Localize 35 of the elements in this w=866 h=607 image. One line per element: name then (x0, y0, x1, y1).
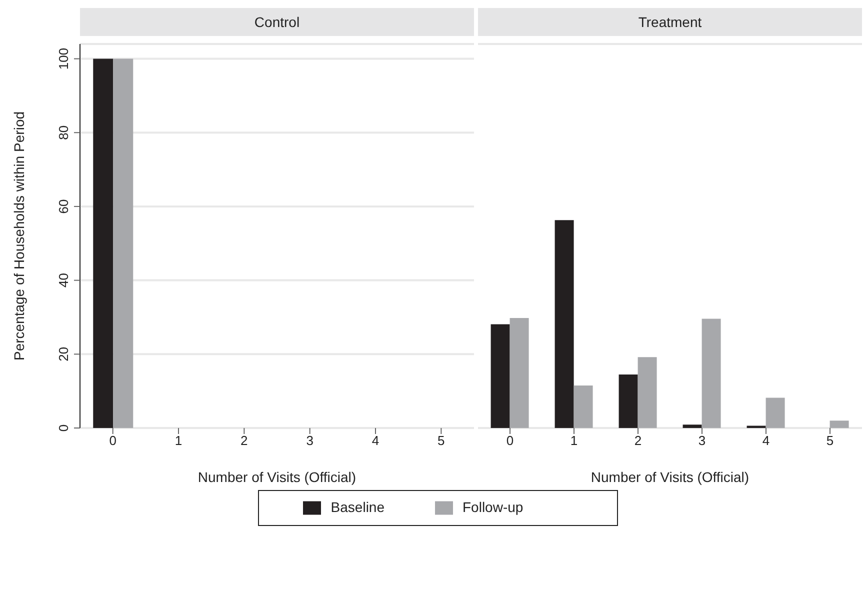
y-tick-label: 60 (56, 199, 71, 214)
y-tick-label: 40 (56, 273, 71, 288)
bar (554, 220, 574, 428)
x-tick-label: 1 (570, 433, 578, 448)
bar (638, 357, 657, 428)
x-tick-label: 0 (109, 433, 116, 448)
x-axis-title: Number of Visits (Official) (590, 469, 750, 485)
y-tick-label: 80 (56, 125, 71, 140)
y-axis-title: Percentage of Households within Period (11, 111, 27, 361)
chart-title: Treatment (638, 14, 702, 30)
bar (510, 318, 529, 428)
bar (574, 386, 593, 428)
y-tick-label: 100 (56, 48, 71, 70)
x-tick-label: 5 (826, 433, 834, 448)
x-tick-label: 4 (762, 433, 770, 448)
legend-label: Follow-up (462, 499, 524, 515)
x-tick-label: 1 (174, 433, 182, 448)
bar (618, 374, 638, 428)
x-tick-label: 3 (306, 433, 314, 448)
legend-label: Baseline (330, 499, 384, 515)
x-tick-label: 4 (372, 433, 380, 448)
x-tick-label: 5 (438, 433, 445, 448)
x-axis-title: Number of Visits (Official) (198, 469, 356, 485)
bar (766, 398, 785, 428)
y-tick-label: 20 (56, 346, 71, 362)
x-tick-label: 0 (506, 433, 514, 448)
x-tick-label: 3 (698, 433, 706, 448)
chart-title: Control (254, 14, 300, 30)
x-tick-label: 2 (240, 433, 248, 448)
y-tick-label: 0 (56, 424, 71, 432)
bar (682, 424, 702, 428)
bar (702, 318, 721, 428)
bar (490, 324, 510, 428)
bar (830, 420, 849, 428)
x-tick-label: 2 (634, 433, 642, 448)
